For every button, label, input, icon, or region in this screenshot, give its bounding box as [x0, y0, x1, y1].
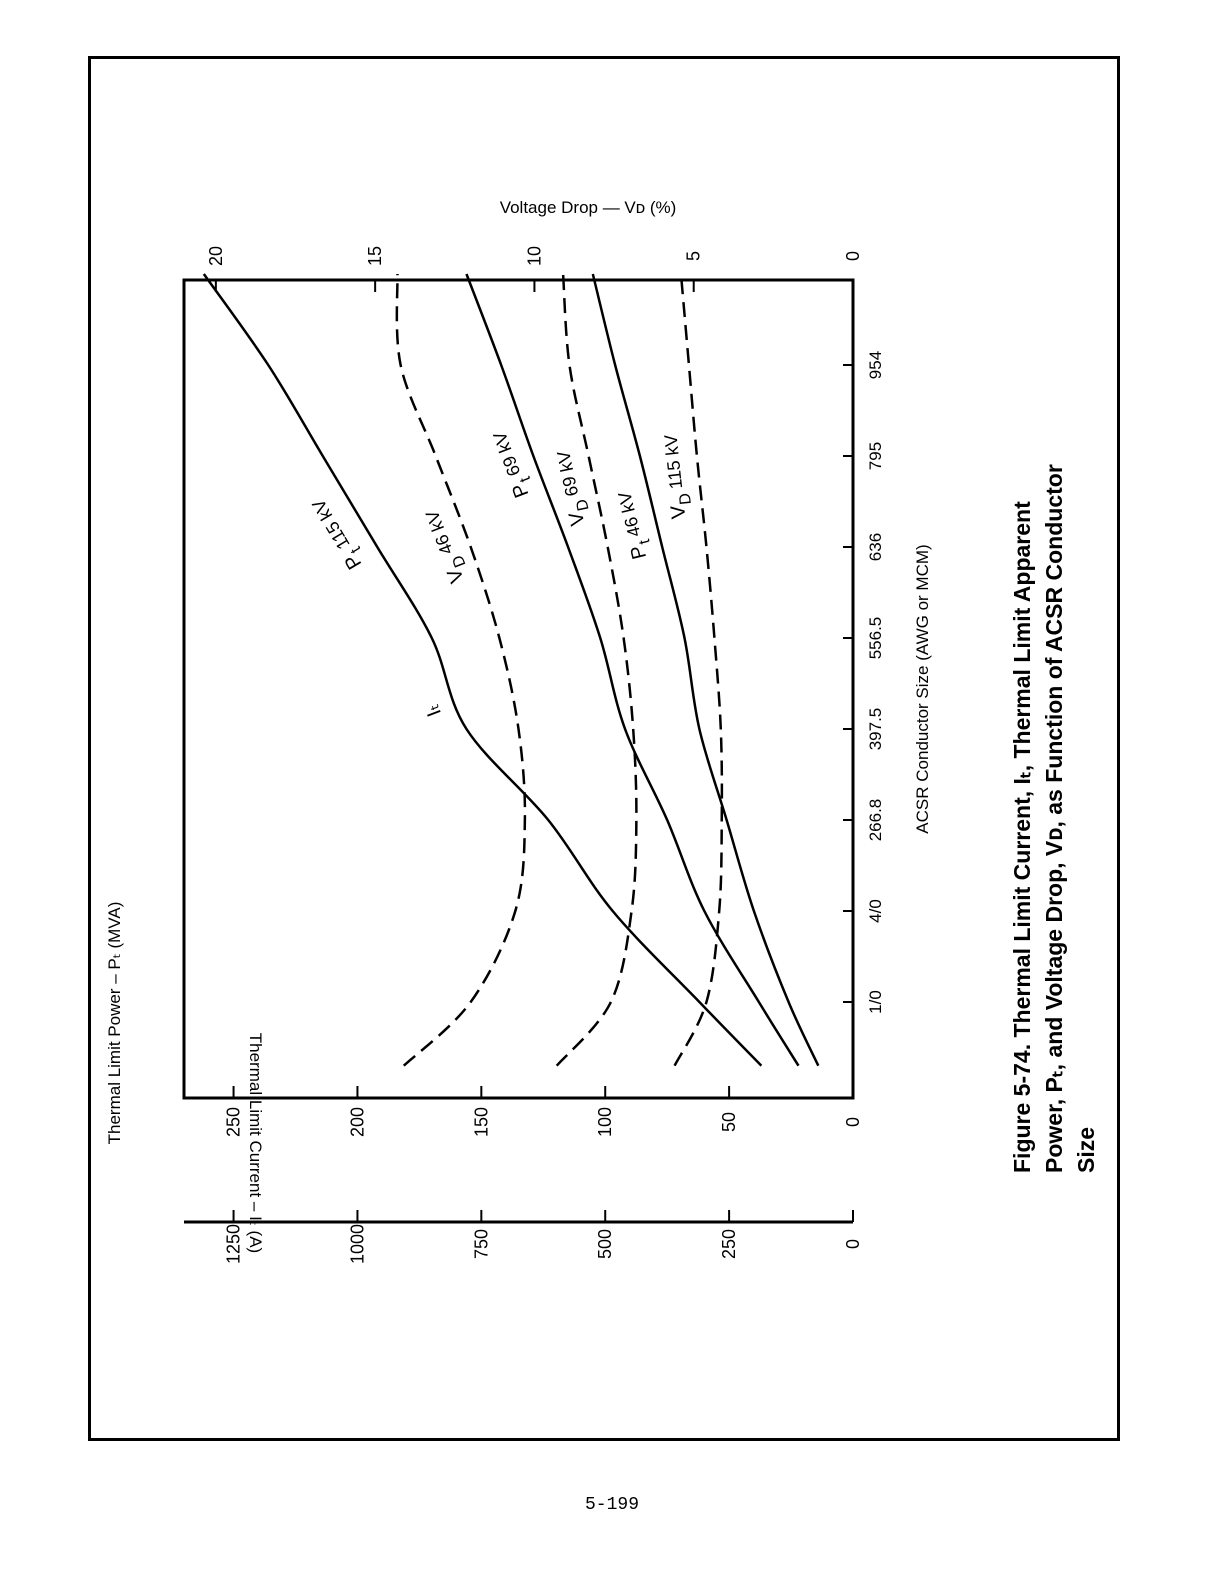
power-tick-label: 50: [719, 1112, 739, 1132]
current-tick-label: 500: [595, 1229, 615, 1259]
x-tick-label: 1/0: [866, 990, 885, 1014]
current-axis: 0 250 500 750 1000 1250: [184, 1210, 863, 1264]
plot-frame: [182, 278, 855, 1100]
series-line-3: [395, 273, 527, 1067]
page-frame: [88, 56, 1120, 1441]
caption-line-2: Power, Pₜ, and Voltage Drop, Vᴅ, as Func…: [1041, 464, 1067, 1173]
svg-text:VD 46 kV: VD 46 kV: [421, 505, 474, 586]
caption-line-3: Size: [1073, 1127, 1099, 1173]
x-axis-ticks: 1/0 4/0 266.8 397.5 556.5 636 795 954: [843, 351, 885, 1014]
series-line-1: [465, 273, 800, 1067]
power-tick-label: 250: [224, 1107, 244, 1137]
svg-text:Pt 115 kV: Pt 115 kV: [308, 492, 372, 573]
curve-label-0: Pt 115 kV: [308, 492, 372, 573]
power-tick-label: 100: [595, 1107, 615, 1137]
voltage-axis-ticks: 0 5 10 15 20: [206, 246, 863, 292]
x-tick-label: 266.8: [866, 799, 885, 842]
current-tick-label: 750: [471, 1229, 491, 1259]
curve-label-1: Pt 69 kV: [488, 426, 539, 501]
page-number: 5-199: [584, 1495, 639, 1515]
series-line-5: [673, 273, 724, 1067]
svg-text:VD 115 kV: VD 115 kV: [660, 433, 697, 520]
caption-line-1: Figure 5-74. Thermal Limit Current, Iₜ, …: [1009, 501, 1035, 1173]
curve-label-3: VD 46 kV: [421, 505, 474, 586]
voltage-tick-label: 0: [843, 251, 863, 261]
voltage-tick-label: 5: [684, 251, 704, 261]
svg-text:Iₜ: Iₜ: [421, 701, 446, 720]
x-tick-label: 4/0: [866, 899, 885, 923]
current-tick-label: 250: [719, 1229, 739, 1259]
voltage-axis-title: Voltage Drop — Vᴅ (%): [500, 198, 677, 217]
voltage-tick-label: 15: [365, 246, 385, 266]
x-tick-label: 397.5: [866, 708, 885, 751]
voltage-tick-label: 20: [206, 246, 226, 266]
current-tick-label: 0: [843, 1239, 863, 1249]
power-axis-title: Thermal Limit Power – Pₜ (MVA): [105, 902, 124, 1145]
power-tick-label: 150: [471, 1107, 491, 1137]
series-line-2: [591, 273, 820, 1067]
voltage-tick-label: 10: [524, 246, 544, 266]
series-line-4: [555, 273, 638, 1067]
curve-label-current: Iₜ: [421, 701, 446, 720]
curve-label-5: VD 115 kV: [660, 433, 697, 520]
current-tick-label: 1250: [224, 1224, 244, 1264]
series-line-0: [202, 273, 763, 1067]
power-tick-label: 200: [347, 1107, 367, 1137]
x-tick-label: 954: [866, 351, 885, 379]
current-axis-title: Thermal Limit Current – Iₜ (A): [246, 1033, 265, 1253]
x-tick-label: 636: [866, 533, 885, 561]
curves-group: [202, 273, 820, 1067]
current-tick-label: 1000: [347, 1224, 367, 1264]
x-tick-label: 795: [866, 442, 885, 470]
power-axis-ticks: 0 50 100 150 200 250: [224, 1086, 863, 1137]
x-axis-title: ACSR Conductor Size (AWG or MCM): [913, 544, 932, 833]
svg-text:Pt 69 kV: Pt 69 kV: [488, 426, 539, 500]
x-tick-label: 556.5: [866, 617, 885, 660]
power-tick-label: 0: [843, 1117, 863, 1127]
